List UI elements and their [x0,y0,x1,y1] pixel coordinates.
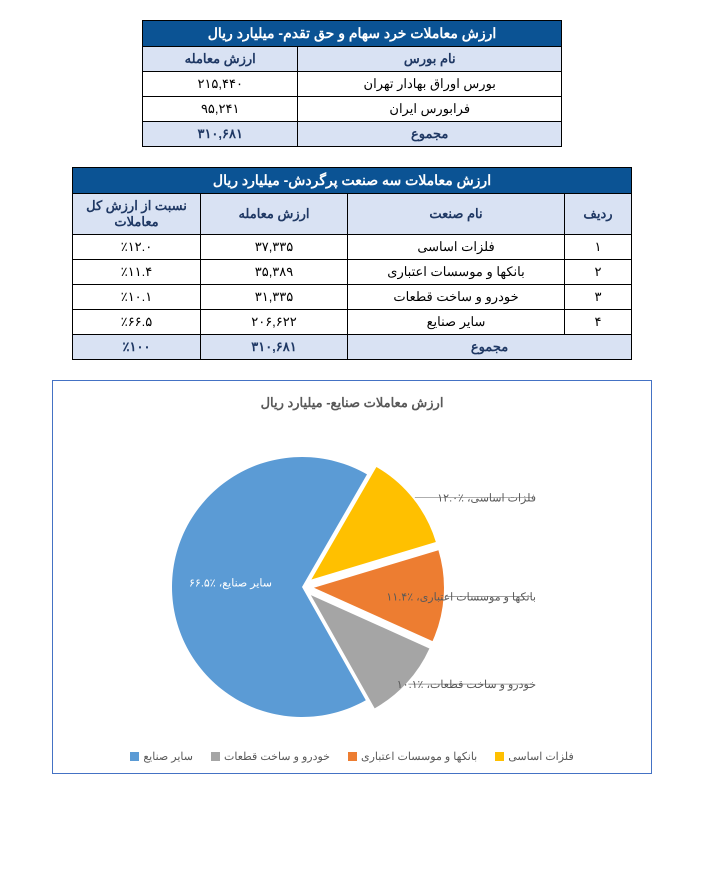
table2-col-value: ارزش معامله [201,194,348,235]
legend-swatch [348,752,357,761]
table-top-industries: ارزش معاملات سه صنعت پرگردش- میلیارد ریا… [72,167,632,360]
table-row: ۴ سایر صنایع ۲۰۶,۶۲۲ ٪۶۶.۵ [73,310,632,335]
table-row: ۲ بانکها و موسسات اعتباری ۳۵,۳۸۹ ٪۱۱.۴ [73,260,632,285]
table1-col-name: نام بورس [298,47,562,72]
table1-total-row: مجموع ۳۱۰,۶۸۱ [143,122,562,147]
industry-pie-chart: ارزش معاملات صنایع- میلیارد ریال فلزات ا… [52,380,652,774]
legend-item: بانکها و موسسات اعتباری [348,750,477,763]
table-row: فرابورس ایران ۹۵,۲۴۱ [143,97,562,122]
legend-item: فلزات اساسی [495,750,573,763]
legend-label: فلزات اساسی [508,750,573,763]
legend-label: سایر صنایع [143,750,193,763]
table2-title: ارزش معاملات سه صنعت پرگردش- میلیارد ریا… [73,168,632,194]
legend-item: خودرو و ساخت قطعات [211,750,330,763]
legend-item: سایر صنایع [130,750,193,763]
pie-svg: فلزات اساسی، ٪۱۲.۰ بانکها و موسسات اعتبار… [72,417,632,737]
table2-total-row: مجموع ۳۱۰,۶۸۱ ٪۱۰۰ [73,335,632,360]
table-retail-trades: ارزش معاملات خرد سهام و حق تقدم- میلیارد… [142,20,562,147]
pie-label-inside: سایر صنایع، ٪۶۶.۵ [189,578,272,590]
table-row: ۳ خودرو و ساخت قطعات ۳۱,۳۳۵ ٪۱۰.۱ [73,285,632,310]
table1-title: ارزش معاملات خرد سهام و حق تقدم- میلیارد… [143,21,562,47]
table2-col-name: نام صنعت [348,194,565,235]
legend-label: خودرو و ساخت قطعات [224,750,330,763]
pie-label-ext: خودرو و ساخت قطعات، ٪۱۰.۱ [397,679,536,691]
legend-swatch [130,752,139,761]
chart-legend: سایر صنایع خودرو و ساخت قطعات بانکها و موس… [63,750,641,763]
chart-title: ارزش معاملات صنایع- میلیارد ریال [63,395,641,411]
table-row: ۱ فلزات اساسی ۳۷,۳۳۵ ٪۱۲.۰ [73,235,632,260]
pie-label-ext: فلزات اساسی، ٪۱۲.۰ [437,493,536,505]
legend-swatch [211,752,220,761]
table-row: بورس اوراق بهادار تهران ۲۱۵,۴۴۰ [143,72,562,97]
table1-col-value: ارزش معامله [143,47,298,72]
legend-label: بانکها و موسسات اعتباری [361,750,477,763]
pie-label-ext: بانکها و موسسات اعتباری، ٪۱۱.۴ [386,591,536,603]
legend-swatch [495,752,504,761]
table2-col-rank: ردیف [565,194,632,235]
table2-col-pct: نسبت از ارزش کل معاملات [73,194,201,235]
